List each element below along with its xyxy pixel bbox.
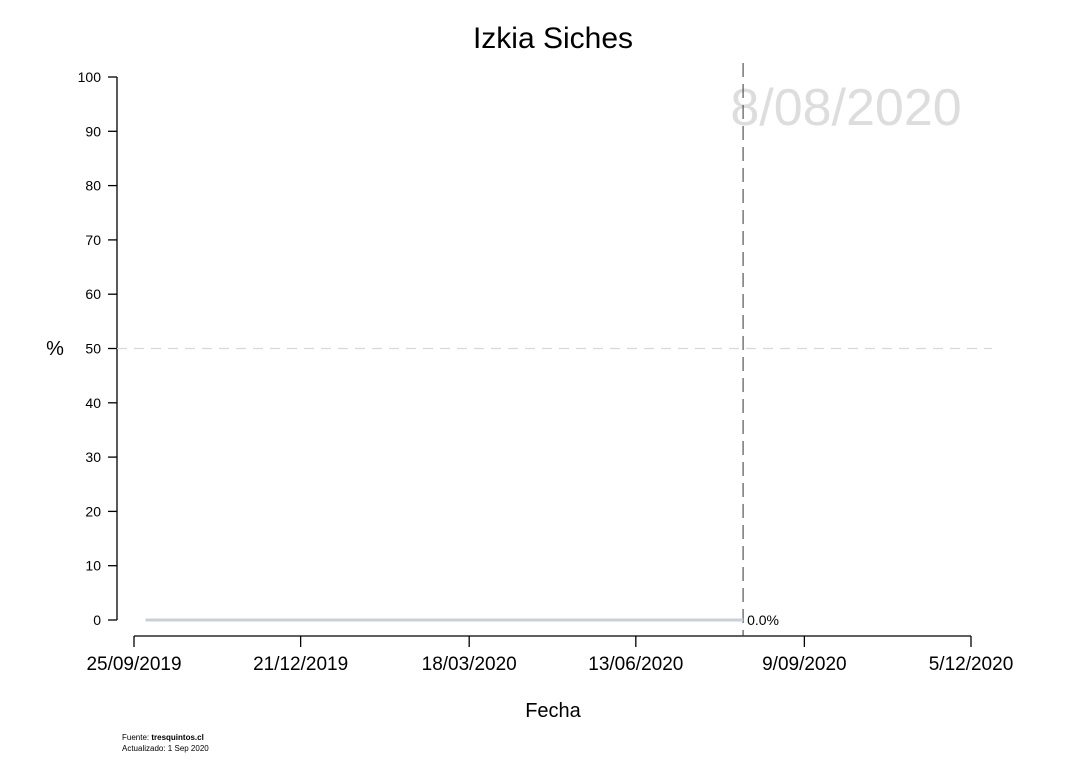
y-tick-label: 30 [85,449,101,465]
y-tick-label: 50 [85,341,101,357]
updated-note: Actualizado: 1 Sep 2020 [122,744,209,753]
series-end-label: 0.0% [747,612,779,628]
x-tick-label: 21/12/2019 [253,654,348,675]
y-tick-label: 70 [85,232,101,248]
axes: 0 10 20 30 40 50 60 70 80 90 100 25/09/2019 21/12/20… [78,69,1014,675]
y-tick-label: 60 [85,286,101,302]
x-tick-label: 25/09/2019 [86,654,181,675]
y-tick-label: 20 [85,503,101,519]
y-tick-label: 100 [78,69,102,85]
y-tick-label: 10 [85,558,101,574]
y-tick-label: 40 [85,395,101,411]
chart-title: Izkia Siches [473,22,633,55]
x-tick-label: 13/06/2020 [588,654,683,675]
watermark-date: 8/08/2020 [730,79,961,137]
source-link[interactable]: tresquintos.cl [151,733,204,742]
y-axis-label: % [46,338,64,360]
plot-marks: 0.0% [117,63,992,636]
x-tick-label: 18/03/2020 [422,654,517,675]
y-tick-label: 90 [85,123,101,139]
y-tick-label: 80 [85,178,101,194]
x-axis-label: Fecha [525,700,581,722]
source-note: Fuente: tresquintos.cl Actualizado: 1 Se… [122,732,209,754]
y-tick-label: 0 [93,612,101,628]
source-label: Fuente: [122,733,152,742]
x-tick-label: 9/09/2020 [762,654,847,675]
x-tick-label: 5/12/2020 [929,654,1014,675]
